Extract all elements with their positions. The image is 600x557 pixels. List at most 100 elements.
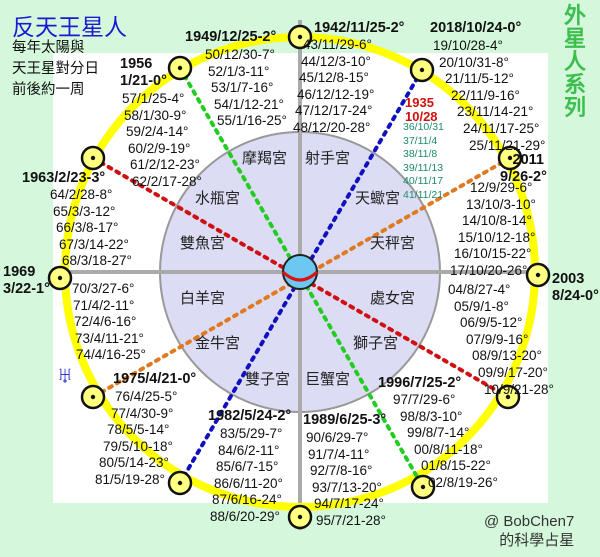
zodiac-label: 摩羯宮 xyxy=(242,150,288,167)
header-line: 1982/5/24-2° xyxy=(208,408,292,424)
opposition-date-entry: 66/3/8-17° xyxy=(56,220,119,236)
opposition-date-entry: 01/8/15-22° xyxy=(421,458,491,474)
sun-marker-icon xyxy=(409,57,435,83)
series-label: 外星人系列 xyxy=(563,3,586,120)
red-opposition-line xyxy=(91,156,510,399)
year-opposition-header: 1989/6/25-3° xyxy=(303,412,386,429)
sun-marker-icon xyxy=(167,470,193,496)
header-line: 1989/6/25-3° xyxy=(303,412,387,428)
opposition-date-entry: 58/1/30-9° xyxy=(124,107,187,123)
header-line: 1949/12/25-2° xyxy=(185,29,277,45)
signature: @ BobChen7 的科學占星 xyxy=(484,512,574,550)
opposition-date-entry: 83/5/29-7° xyxy=(220,426,283,441)
opposition-date-entry: 36/10/31 xyxy=(403,121,444,133)
sun-marker-icon xyxy=(495,384,521,410)
header-line: 2018/10/24-0° xyxy=(430,20,522,36)
signature-line: @ BobChen7 xyxy=(484,513,575,530)
opposition-date-entry: 12/9/29-6° xyxy=(470,180,533,195)
opposition-date-entry: 67/3/14-22° xyxy=(59,236,129,252)
opposition-date-entry: 48/12/20-28° xyxy=(293,120,371,135)
opposition-date-entry: 97/7/29-6° xyxy=(393,392,456,407)
header-line: 1956 xyxy=(120,56,153,72)
sun-marker-icon xyxy=(80,384,106,410)
opposition-date-entry: 39/11/13 xyxy=(403,161,444,174)
opposition-date-entry: 77/4/30-9° xyxy=(111,405,174,421)
opposition-date-entry: 22/11/9-16° xyxy=(451,87,520,103)
header-line: 1942/11/25-2° xyxy=(314,20,405,36)
header-line: 2003 xyxy=(552,271,585,287)
opposition-date-entry: 88/6/20-29° xyxy=(210,509,280,524)
year-opposition-header: 1996/7/25-2° xyxy=(378,375,461,392)
opposition-date-entry: 37/11/4 xyxy=(403,134,438,147)
header-line: 1/21-0° xyxy=(120,73,167,89)
zodiac-label: 射手宮 xyxy=(305,150,351,167)
opposition-date-entry: 09/9/17-20° xyxy=(478,365,548,380)
opposition-date-entry: 93/7/13-20° xyxy=(312,479,382,495)
header-line: 10/28 xyxy=(405,109,438,124)
opposition-date-entry: 54/1/12-21° xyxy=(214,96,284,112)
opposition-date-entry: 76/4/25-5° xyxy=(115,389,178,404)
opposition-date-entry: 04/8/27-4° xyxy=(448,282,511,297)
header-line: 1963/2/23-3° xyxy=(22,170,106,186)
opposition-date-entry: 65/3/3-12° xyxy=(53,203,116,219)
subtitle: 每年太陽與 天王星對分日 前後約一周 xyxy=(12,38,99,101)
orange-opposition-line xyxy=(91,156,512,399)
year-opposition-header: 1956 1/21-0° xyxy=(120,56,167,90)
sun-marker-icon xyxy=(47,265,73,291)
opposition-date-entry: 70/3/27-6° xyxy=(72,281,135,296)
opposition-date-entry: 72/4/6-16° xyxy=(74,314,137,330)
blue-opposition-line xyxy=(178,68,424,485)
opposition-date-entry: 84/6/2-11° xyxy=(218,442,280,458)
opposition-date-entry: 40/11/17 xyxy=(403,175,444,187)
opposition-date-entry: 61/2/12-23° xyxy=(130,157,200,173)
header-line: 1996/7/25-2° xyxy=(378,375,462,391)
opposition-date-entry: 20/10/31-8° xyxy=(439,54,509,70)
zodiac-label: 天蠍宮 xyxy=(355,190,401,207)
opposition-date-entry: 74/4/16-25° xyxy=(76,347,146,363)
opposition-date-entry: 06/9/5-12° xyxy=(460,315,523,331)
header-line: 2011 xyxy=(512,152,544,168)
opposition-date-entry: 94/7/17-24° xyxy=(314,496,384,512)
opposition-date-entry: 81/5/19-28° xyxy=(95,472,165,487)
year-opposition-header: 2003 8/24-0° xyxy=(552,271,599,305)
year-opposition-header: 1935 10/28 xyxy=(405,96,438,124)
opposition-date-entry: 99/8/7-14° xyxy=(407,425,470,441)
earth-icon xyxy=(281,254,319,290)
opposition-date-entry: 85/6/7-15° xyxy=(216,459,279,475)
opposition-date-entry: 10/9/21-28° xyxy=(484,381,554,397)
opposition-date-entry: 47/12/17-24° xyxy=(295,103,373,119)
subtitle-line: 前後約一周 xyxy=(12,82,85,98)
zodiac-label: 水瓶宮 xyxy=(195,190,241,207)
opposition-date-entry: 23/11/14-21° xyxy=(457,104,534,120)
opposition-date-entry: 24/11/17-25° xyxy=(463,121,540,136)
opposition-date-entry: 92/7/8-16° xyxy=(310,463,373,479)
signature-line: 的科學占星 xyxy=(499,532,575,549)
year-opposition-header: 1963/2/23-3° xyxy=(22,170,105,187)
opposition-date-entry: 17/10/20-26° xyxy=(450,263,528,278)
opposition-date-entry: 05/9/1-8° xyxy=(454,298,509,314)
zodiac-label: 雙子宮 xyxy=(245,371,291,388)
header-line: 1969 xyxy=(3,264,36,280)
header-line: 3/22-1° xyxy=(3,281,50,297)
opposition-date-entry: 55/1/16-25° xyxy=(217,113,287,129)
year-opposition-header: 1975/4/21-0° xyxy=(113,371,196,388)
opposition-date-entry: 43/11/29-6° xyxy=(303,37,372,52)
uranus-symbol-icon: ♅ xyxy=(56,362,74,389)
opposition-date-entry: 41/11/21 xyxy=(403,188,444,201)
opposition-date-entry: 95/7/21-28° xyxy=(316,513,386,528)
opposition-date-entry: 38/11/8 xyxy=(403,148,438,160)
sun-marker-icon xyxy=(525,262,551,288)
zodiac-label: 巨蟹宮 xyxy=(305,371,351,388)
opposition-date-entry: 19/10/28-4° xyxy=(433,38,503,53)
opposition-date-entry: 80/5/14-23° xyxy=(99,455,169,471)
sun-marker-icon xyxy=(287,24,313,50)
page-title: 反天王星人 xyxy=(12,14,127,40)
header-line: 1935 xyxy=(405,95,434,110)
opposition-date-entry: 86/6/11-20° xyxy=(214,475,283,491)
opposition-date-entry: 73/4/11-21° xyxy=(75,330,144,346)
opposition-date-entry: 46/12/12-19° xyxy=(297,86,375,102)
year-opposition-header: 2011 9/26-2° xyxy=(500,152,547,186)
opposition-date-entry: 90/6/29-7° xyxy=(306,430,369,445)
opposition-date-entry: 71/4/2-11° xyxy=(73,297,135,313)
zodiac-label: 天秤宮 xyxy=(370,235,416,252)
